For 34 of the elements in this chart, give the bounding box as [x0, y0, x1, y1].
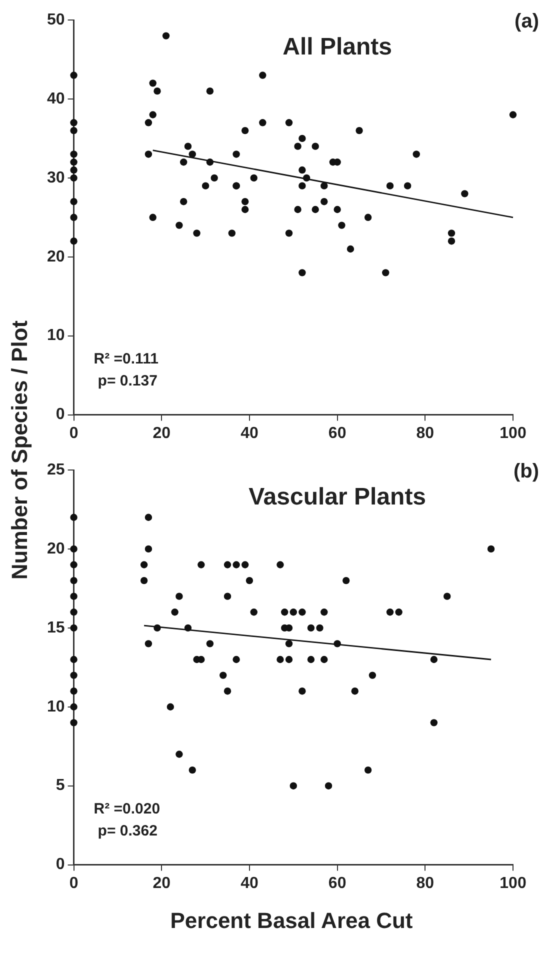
x-tick-label: 60 [328, 874, 346, 892]
text: Vascular Plants [248, 484, 426, 511]
x-tick-label: 100 [500, 874, 526, 892]
y-tick-label: 30 [47, 169, 65, 186]
y-axis-title: Number of Species / Plot [7, 320, 33, 580]
text: (a) [514, 10, 539, 33]
y-tick-label: 20 [47, 540, 65, 558]
y-tick-label: 10 [47, 698, 65, 716]
y-tick-label: 25 [47, 461, 65, 478]
x-tick-label: 0 [69, 874, 78, 892]
text: All Plants [282, 34, 392, 61]
x-tick-label: 40 [240, 424, 258, 442]
x-tick-label: 20 [152, 874, 171, 892]
y-tick-label: 10 [47, 327, 65, 344]
text: (b) [513, 460, 539, 483]
y-tick-label: 0 [56, 856, 65, 874]
x-axis-title: Percent Basal Area Cut [169, 908, 414, 934]
annotation: p= 0.137 [98, 372, 158, 390]
x-tick-label: 80 [416, 424, 434, 442]
y-tick-label: 20 [47, 248, 65, 266]
y-tick-label: 50 [47, 11, 65, 28]
annotation: p= 0.362 [98, 822, 158, 840]
y-tick-label: 5 [56, 777, 65, 794]
y-tick-label: 40 [47, 90, 65, 108]
x-tick-label: 100 [500, 424, 526, 442]
annotation: R² =0.111 [94, 350, 158, 368]
x-tick-label: 60 [328, 424, 346, 442]
x-tick-label: 80 [416, 874, 434, 892]
annotation: R² =0.020 [94, 800, 160, 818]
x-tick-label: 20 [152, 424, 171, 442]
x-tick-label: 40 [240, 874, 258, 892]
x-tick-label: 0 [69, 424, 78, 442]
y-tick-label: 0 [56, 406, 65, 424]
y-tick-label: 15 [47, 619, 65, 636]
